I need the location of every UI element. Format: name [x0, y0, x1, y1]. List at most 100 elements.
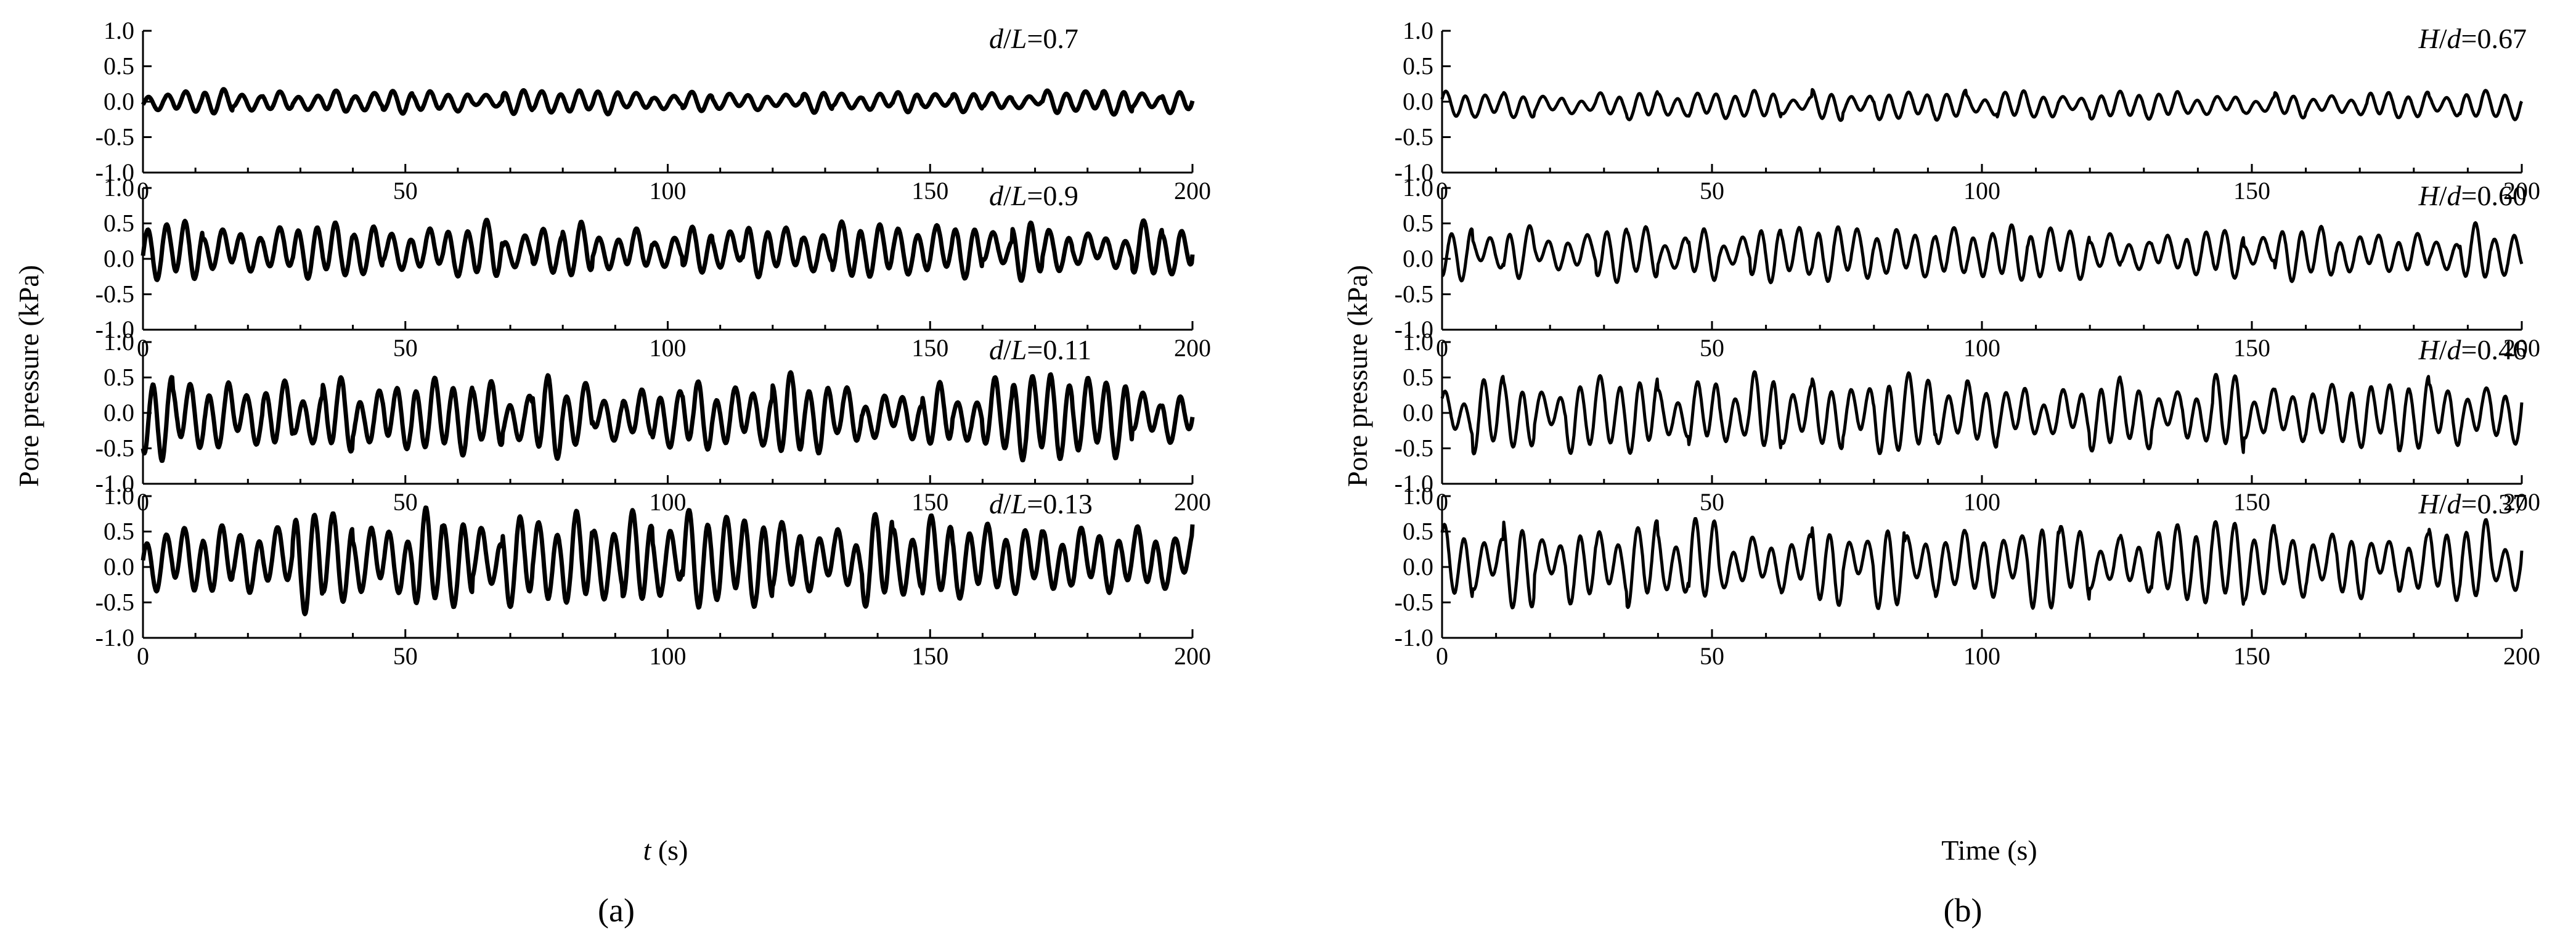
annotation-var: d [989, 334, 1004, 365]
y-tick-label: 1.0 [104, 328, 134, 356]
annotation-value: =0.9 [1027, 180, 1078, 211]
x-tick-label: 200 [1174, 334, 1211, 362]
y-tick-label: -1.0 [96, 624, 134, 651]
annotation-var2: L [1011, 23, 1027, 54]
annotation-value: =0.7 [1027, 23, 1078, 54]
x-tick-label: 100 [1963, 334, 2000, 362]
pore-pressure-trace [141, 87, 1195, 117]
x-tick-label: 200 [2503, 334, 2540, 362]
y-tick-label: 1.0 [104, 174, 134, 202]
subplot-annotation: d/L=0.11 [989, 334, 1091, 365]
y-tick-label: 1.0 [1403, 17, 1433, 44]
y-tick-label: 0.0 [104, 245, 134, 272]
y-tick-label: -0.5 [96, 280, 134, 308]
annotation-var: H [2418, 180, 2441, 211]
annotation-slash: / [1003, 488, 1011, 520]
y-tick-label: 0.5 [104, 52, 134, 80]
y-tick-label: 1.0 [1403, 482, 1433, 510]
subplot-a-4: 1.0 0.5 0.0 -0.5 -1.00 50 100 150 200 d/L=0.13 [96, 482, 1211, 670]
x-tick-label: 50 [393, 177, 418, 205]
y-tick-label: 0.0 [1403, 399, 1433, 426]
pore-pressure-trace [1440, 370, 2524, 455]
y-tick-label: -0.5 [96, 123, 134, 151]
y-tick-label: 0.5 [104, 518, 134, 545]
panel-a-ylabel: Pore pressure (kPa) [13, 265, 44, 487]
annotation-slash: / [1003, 23, 1011, 54]
annotation-value: =0.37 [2461, 488, 2527, 520]
panel-b: 1.00.50.0-0.5-1.00 50 100 150 200H/d=0.671.0… [1395, 17, 2540, 670]
y-tick-label: 0.0 [104, 399, 134, 426]
x-tick-label: 150 [911, 642, 948, 670]
panel-b-xlabel: Time (s) [1941, 834, 2037, 866]
x-tick-label: 50 [393, 488, 418, 516]
x-tick-label: 200 [2503, 488, 2540, 516]
x-tick-label: 50 [1700, 642, 1724, 670]
x-tick-label: 100 [1963, 642, 2000, 670]
annotation-value: =0.46 [2461, 334, 2527, 365]
y-tick-label: 0.0 [104, 88, 134, 115]
y-tick-label: -0.5 [1395, 589, 1433, 616]
annotation-var2: d [2447, 334, 2462, 365]
annotation-slash: / [2439, 334, 2447, 365]
x-tick-label: 50 [1700, 488, 1724, 516]
annotation-var2: d [2447, 23, 2462, 54]
pore-pressure-trace [1440, 517, 2524, 610]
pore-pressure-trace [141, 370, 1195, 463]
panel-a-xlabel: t (s) [643, 834, 688, 866]
annotation-var2: d [2447, 180, 2462, 211]
panel-a-xlabel-unit: (s) [651, 834, 688, 866]
x-tick-label: 0 [1436, 642, 1448, 670]
x-tick-label: 200 [2503, 177, 2540, 205]
x-tick-label: 50 [1700, 177, 1724, 205]
y-tick-label: -1.0 [1395, 624, 1433, 651]
y-tick-label: 0.5 [104, 364, 134, 391]
subplot-annotation: H/d=0.46 [2418, 334, 2527, 365]
x-tick-label: 150 [2233, 488, 2270, 516]
y-tick-label: 1.0 [104, 482, 134, 510]
y-tick-label: 0.0 [1403, 88, 1433, 115]
y-tick-label: -0.5 [96, 434, 134, 462]
y-tick-label: 0.5 [1403, 210, 1433, 237]
x-tick-label: 100 [650, 488, 687, 516]
y-tick-label: 0.5 [1403, 52, 1433, 80]
annotation-var: d [989, 180, 1004, 211]
annotation-var2: L [1011, 488, 1027, 520]
x-tick-label: 200 [1174, 488, 1211, 516]
y-tick-label: 1.0 [1403, 328, 1433, 356]
annotation-var: H [2418, 334, 2441, 365]
x-tick-label: 100 [650, 334, 687, 362]
panel-a-xlabel-var: t [643, 834, 652, 866]
x-tick-label: 150 [2233, 642, 2270, 670]
annotation-var: H [2418, 23, 2441, 54]
subplot-annotation: H/d=0.60 [2418, 180, 2527, 211]
y-tick-label: 1.0 [104, 17, 134, 44]
subplot-annotation: H/d=0.67 [2418, 23, 2527, 54]
annotation-value: =0.67 [2461, 23, 2527, 54]
x-tick-label: 200 [1174, 177, 1211, 205]
x-tick-label: 100 [1963, 488, 2000, 516]
pore-pressure-trace [141, 218, 1195, 283]
y-tick-label: -1.0 [96, 158, 134, 186]
x-tick-label: 150 [2233, 334, 2270, 362]
panel-b-label: (b) [1944, 892, 1983, 929]
annotation-slash: / [1003, 334, 1011, 365]
y-tick-label: -0.5 [1395, 123, 1433, 151]
x-tick-label: 50 [393, 642, 418, 670]
annotation-var: d [989, 488, 1004, 520]
y-tick-label: 0.0 [104, 553, 134, 581]
x-tick-label: 100 [650, 642, 687, 670]
panel-b-ylabel: Pore pressure (kPa) [1342, 265, 1373, 487]
y-tick-label: 0.5 [1403, 518, 1433, 545]
y-tick-label: 0.0 [1403, 245, 1433, 272]
annotation-var2: L [1011, 334, 1027, 365]
x-tick-label: 150 [911, 488, 948, 516]
annotation-slash: / [2439, 23, 2447, 54]
x-tick-label: 200 [1174, 642, 1211, 670]
y-tick-label: 1.0 [1403, 174, 1433, 202]
